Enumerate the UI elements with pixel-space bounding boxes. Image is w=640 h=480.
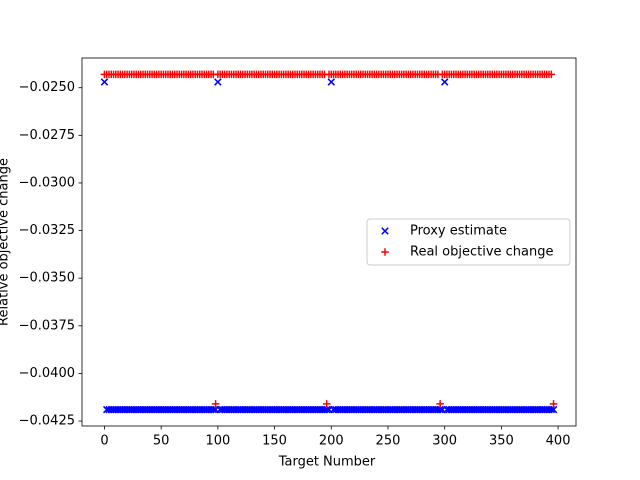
point — [547, 70, 556, 79]
y-tick-label: −0.0425 — [19, 414, 75, 429]
legend-marker — [381, 248, 389, 256]
point — [436, 400, 444, 408]
y-axis-label: Relative objective change — [0, 158, 12, 326]
point — [440, 78, 449, 86]
point — [436, 405, 444, 414]
legend-frame — [366, 218, 571, 266]
point — [549, 405, 558, 414]
y-tick-label: −0.0400 — [19, 366, 75, 381]
x-tick-label: 0 — [100, 434, 108, 449]
point — [100, 78, 109, 86]
y-tick-label: −0.0350 — [19, 271, 75, 286]
plot-frame — [81, 57, 577, 427]
legend-label: Real objective change — [410, 245, 554, 260]
point — [322, 400, 331, 408]
x-axis-label: Target Number — [278, 455, 376, 470]
y-tick-label: −0.0325 — [19, 223, 75, 238]
point — [327, 78, 335, 86]
y-tick-label: −0.0275 — [19, 128, 75, 143]
x-tick-label: 300 — [432, 434, 457, 449]
point — [214, 78, 222, 86]
point — [211, 400, 220, 408]
x-tick-label: 250 — [376, 434, 401, 449]
y-tick-label: −0.0250 — [19, 80, 75, 95]
x-tick-label: 100 — [205, 434, 230, 449]
y-tick-label: −0.0375 — [19, 318, 75, 333]
point — [323, 405, 331, 414]
x-tick-label: 200 — [319, 434, 344, 449]
legend-label: Proxy estimate — [410, 224, 507, 239]
legend: Proxy estimate Real objective change — [366, 218, 571, 266]
x-tick-label: 400 — [546, 434, 571, 449]
y-tick-label: −0.0300 — [19, 175, 75, 190]
x-tick-label: 50 — [153, 434, 170, 449]
point — [549, 400, 558, 408]
x-tick-label: 150 — [262, 434, 287, 449]
x-tick-label: 350 — [489, 434, 514, 449]
legend-marker — [381, 227, 389, 235]
